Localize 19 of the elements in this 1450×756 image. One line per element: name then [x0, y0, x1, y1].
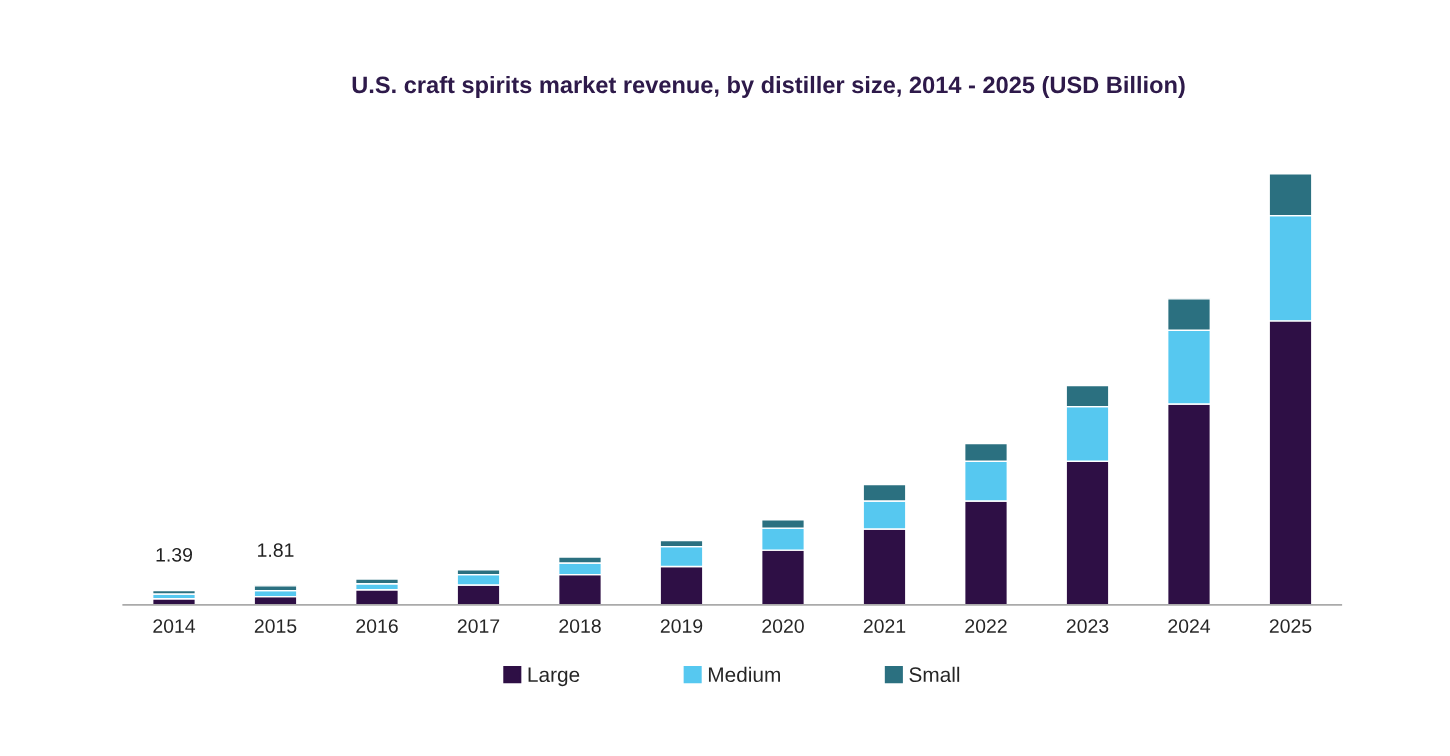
x-tick-label: 2022: [965, 619, 1007, 633]
x-tick-label: 2023: [1066, 619, 1109, 633]
x-tick-label: 2020: [762, 619, 804, 633]
x-tick-label: 2016: [356, 619, 398, 633]
bar: [151, 589, 197, 595]
annotation: 1.81: [258, 543, 294, 557]
x-tick-label: 2019: [660, 619, 703, 633]
x-tick-label: 2025: [1269, 619, 1312, 633]
x-tick-label: 2014: [153, 619, 196, 633]
chart-title: U.S. craft spirits market revenue, by distiller size, 2014 - 2025 (USD Billion): [352, 75, 1185, 98]
x-tick-label: 2015: [254, 619, 297, 633]
legend-label: Large: [528, 667, 580, 687]
legend-label: Small: [909, 666, 960, 683]
x-tick-label: 2024: [1168, 619, 1211, 633]
legend-label: Medium: [708, 666, 780, 683]
x-tick-label: 2018: [559, 619, 601, 633]
x-tick-label: 2017: [457, 619, 500, 633]
x-tick-label: 2021: [863, 619, 906, 633]
annotation: 1.39: [156, 547, 192, 562]
